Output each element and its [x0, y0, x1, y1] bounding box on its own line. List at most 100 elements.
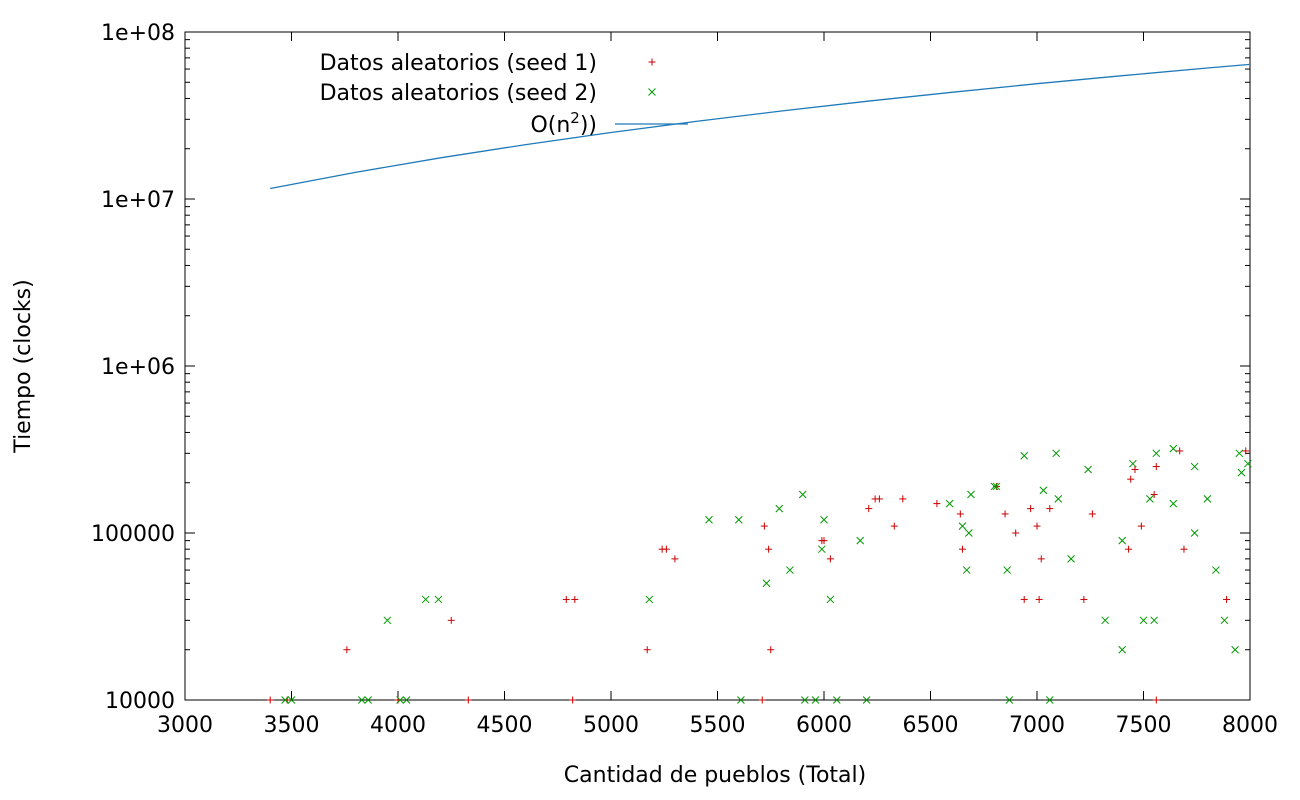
data-point-seed-1 [1088, 510, 1096, 518]
data-point-seed-2 [762, 579, 771, 588]
data-point-seed-1 [1242, 447, 1250, 455]
marker-stroke [1084, 465, 1092, 474]
x-tick-label: 3000 [157, 713, 213, 738]
data-point-seed-2 [832, 696, 841, 704]
data-point-seed-2 [786, 566, 794, 574]
x-tick-label: 7000 [1009, 713, 1065, 738]
marker-stroke [990, 482, 999, 491]
axis-ticks [184, 31, 1251, 701]
marker-stroke [800, 696, 809, 704]
data-point-seed-1 [569, 696, 577, 704]
y-axis-title: Tiempo (clocks) [11, 279, 36, 453]
marker-stroke [1152, 449, 1161, 458]
data-point-seed-2 [1169, 444, 1178, 453]
marker-stroke [798, 490, 807, 499]
marker-stroke [945, 499, 954, 508]
data-point-seed-1 [933, 500, 941, 508]
marker-stroke [734, 515, 743, 524]
marker-stroke [762, 579, 771, 588]
marker-stroke [964, 529, 973, 537]
marker-stroke [1235, 449, 1244, 458]
marker-stroke [826, 595, 835, 604]
marker-stroke [281, 696, 289, 704]
data-point-seed-1 [1012, 529, 1020, 537]
series-on2-line-group [270, 63, 1251, 190]
marker-stroke [1139, 616, 1148, 625]
data-point-seed-2 [1220, 616, 1229, 625]
data-point-seed-1 [643, 646, 651, 654]
data-point-seed-2 [1084, 465, 1092, 474]
marker-stroke [1231, 645, 1239, 654]
data-point-seed-2 [1152, 449, 1161, 458]
marker-stroke [1118, 645, 1127, 654]
legend-swatch-seed-2 [648, 88, 656, 96]
data-point-seed-1 [1150, 491, 1158, 499]
data-point-seed-1 [464, 696, 472, 704]
marker-stroke [1005, 696, 1014, 704]
axis-tick-labels: 3000 3500 4000 4500 5000 5500 6000 6500 7000 7500… [91, 21, 1278, 738]
data-point-seed-2 [811, 696, 820, 704]
legend-label-seed-1: Datos aleatorios (seed 1) [320, 51, 597, 76]
marker-stroke [1203, 495, 1212, 503]
data-point-seed-2 [1128, 459, 1137, 468]
plot-border [184, 31, 1251, 701]
marker-stroke [648, 88, 656, 96]
data-point-seed-2 [383, 616, 392, 625]
data-point-seed-1 [662, 545, 670, 553]
marker-stroke [383, 616, 392, 625]
series-points-group [266, 444, 1252, 704]
data-point-seed-1 [1020, 595, 1028, 603]
legend-label-on2: O(n2)) [530, 109, 597, 138]
marker-stroke [1169, 499, 1178, 508]
data-point-seed-2 [1146, 495, 1154, 503]
marker-stroke [402, 696, 411, 704]
data-point-seed-2 [1235, 449, 1244, 458]
marker-stroke [786, 566, 794, 574]
data-point-seed-2 [1169, 499, 1178, 508]
data-point-seed-1 [1127, 475, 1135, 483]
x-tick-label: 4000 [370, 713, 426, 738]
data-point-seed-1 [343, 646, 351, 654]
data-point-seed-1 [958, 545, 966, 553]
marker-stroke [1052, 449, 1061, 458]
plot-frame [184, 31, 1251, 701]
marker-stroke [1146, 495, 1154, 503]
marker-stroke [1190, 529, 1199, 537]
data-point-seed-2 [434, 595, 443, 604]
data-point-seed-1 [266, 696, 274, 704]
data-point-seed-2 [1237, 468, 1246, 477]
data-point-seed-1 [1080, 595, 1088, 603]
data-point-seed-2 [958, 522, 967, 530]
x-tick-label: 5500 [690, 713, 746, 738]
marker-stroke [1054, 495, 1063, 503]
marker-stroke [962, 566, 971, 574]
data-point-seed-2 [1067, 555, 1075, 563]
data-point-seed-1 [1046, 505, 1054, 513]
data-point-seed-1 [571, 595, 579, 603]
data-point-seed-1 [765, 545, 773, 553]
data-point-seed-2 [967, 490, 975, 499]
data-point-seed-2 [734, 515, 743, 524]
x-tick-label: 6000 [796, 713, 852, 738]
marker-stroke [737, 696, 745, 704]
data-point-seed-2 [1203, 495, 1212, 503]
marker-stroke [1118, 536, 1127, 545]
marker-stroke [287, 696, 296, 704]
marker-stroke [1045, 696, 1054, 704]
data-point-seed-2 [1190, 529, 1199, 537]
marker-stroke [832, 696, 841, 704]
data-point-seed-2 [1212, 566, 1220, 574]
marker-stroke [958, 522, 967, 530]
data-point-seed-1 [1176, 447, 1184, 455]
data-point-seed-1 [562, 595, 570, 603]
x-tick-label: 4500 [477, 713, 533, 738]
marker-stroke [967, 490, 975, 499]
marker-stroke [818, 545, 826, 554]
x-tick-label: 6500 [903, 713, 959, 738]
data-point-seed-2 [1139, 616, 1148, 625]
y-tick-label: 1e+07 [101, 188, 175, 213]
y-tick-label: 1e+06 [101, 355, 175, 380]
data-point-seed-2 [820, 515, 828, 524]
data-point-seed-2 [1020, 451, 1029, 460]
